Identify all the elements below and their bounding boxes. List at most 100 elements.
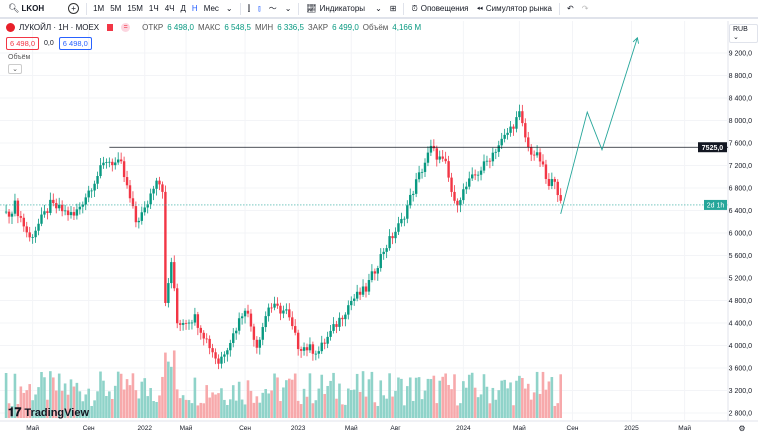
candle bbox=[532, 154, 536, 156]
candle bbox=[400, 218, 403, 224]
volume-bar bbox=[172, 350, 176, 418]
volume-bar bbox=[491, 387, 495, 418]
volume-bar bbox=[441, 376, 444, 418]
candles-icon[interactable]: ⫾ bbox=[258, 3, 261, 13]
candle bbox=[538, 152, 542, 162]
price-tick-label: 6 400,0 bbox=[729, 208, 752, 215]
candle bbox=[423, 162, 427, 172]
volume-bar bbox=[81, 401, 85, 418]
volume-bar bbox=[131, 373, 135, 418]
volume-bar bbox=[214, 394, 217, 418]
volume-bar bbox=[125, 379, 129, 418]
candle bbox=[379, 254, 382, 269]
symbol-search[interactable]: 🔍︎ LKOH bbox=[8, 3, 45, 13]
candle bbox=[167, 283, 170, 303]
volume-bar bbox=[290, 379, 294, 418]
volume-value: 4,166 M bbox=[392, 23, 422, 32]
candle bbox=[459, 200, 462, 206]
candle bbox=[178, 323, 182, 325]
candle bbox=[500, 138, 503, 146]
interval-0[interactable]: 1М bbox=[93, 4, 105, 13]
volume-bar bbox=[503, 379, 506, 418]
volume-bar bbox=[435, 403, 439, 418]
volume-bar bbox=[459, 403, 462, 418]
chart-type-dropdown[interactable]: ⌄ bbox=[284, 4, 292, 13]
line-chart-icon[interactable]: 〜 bbox=[268, 4, 277, 13]
countdown-label: 2d 1h bbox=[707, 203, 725, 210]
interval-6[interactable]: Н bbox=[191, 4, 198, 13]
candle bbox=[111, 161, 114, 166]
volume-bar bbox=[373, 402, 377, 418]
currency-select[interactable]: RUB ⌄ bbox=[729, 24, 758, 43]
interval-7[interactable]: Мес bbox=[203, 4, 219, 13]
buy-price[interactable]: 6 498,0 bbox=[58, 37, 92, 50]
volume-bar bbox=[494, 399, 498, 418]
price-chart[interactable]: 9 200,0 8 800,0 8 400,0 8 000,0 7 600,0 7 200… bbox=[0, 21, 758, 436]
volume-bar bbox=[234, 400, 238, 418]
candle bbox=[479, 170, 483, 175]
interval-4[interactable]: 4Ч bbox=[164, 4, 175, 13]
candle bbox=[317, 351, 320, 354]
layouts-icon[interactable]: ⊞ bbox=[389, 4, 397, 13]
volume-bar bbox=[296, 400, 300, 418]
candle bbox=[261, 327, 264, 340]
volume-bar bbox=[178, 398, 182, 418]
time-tick-label: Сен bbox=[83, 425, 95, 432]
candle bbox=[296, 332, 300, 350]
candle bbox=[285, 309, 288, 311]
interval-dropdown[interactable]: ⌄ bbox=[225, 4, 233, 13]
candle bbox=[559, 195, 562, 201]
volume-bar bbox=[447, 384, 450, 418]
flag-icon[interactable] bbox=[107, 24, 114, 31]
volume-bar bbox=[367, 379, 371, 418]
volume-bar bbox=[66, 394, 70, 418]
volume-bar bbox=[465, 387, 468, 418]
volume-bar bbox=[547, 381, 551, 418]
alerts-button[interactable]: ⏰︎ Оповещения bbox=[411, 3, 469, 14]
volume-bar bbox=[293, 373, 297, 418]
interval-3[interactable]: 1Ч bbox=[148, 4, 159, 13]
bar-style-icon[interactable]: ⫿ bbox=[247, 3, 251, 13]
compare-button[interactable]: + bbox=[64, 0, 83, 17]
candle bbox=[87, 190, 90, 198]
volume-bar bbox=[46, 399, 49, 418]
time-tick-label: Май bbox=[26, 424, 39, 432]
volume-bar bbox=[388, 373, 391, 418]
candle bbox=[16, 200, 20, 217]
collapse-button[interactable]: ⌄ bbox=[8, 64, 22, 74]
replay-button[interactable]: ⏪︎ Симулятор рынка bbox=[476, 3, 553, 14]
sell-price[interactable]: 6 498,0 bbox=[6, 37, 40, 50]
time-tick-label: Май bbox=[678, 424, 691, 432]
candle bbox=[388, 236, 391, 249]
settings-icon[interactable]: ⚙ bbox=[738, 424, 745, 433]
more-icon[interactable]: = bbox=[121, 23, 131, 32]
indicators-button[interactable]: 📈︎ Индикаторы ⌄ bbox=[306, 4, 382, 13]
interval-2[interactable]: 15М bbox=[127, 4, 143, 13]
candle bbox=[164, 191, 167, 303]
volume-bar bbox=[164, 352, 167, 418]
volume-bar bbox=[255, 396, 259, 418]
redo-icon[interactable]: ↷ bbox=[581, 4, 589, 13]
volume-bar bbox=[385, 398, 388, 418]
candle bbox=[211, 348, 214, 353]
undo-icon[interactable]: ↶ bbox=[567, 4, 574, 13]
candle bbox=[208, 338, 211, 349]
volume-bar bbox=[355, 373, 359, 418]
symbol-title[interactable]: ЛУКОЙЛ · 1Н · MOEX bbox=[19, 23, 100, 32]
candle bbox=[102, 162, 105, 166]
bid-ask: 6 498,0 0,0 6 498,0 bbox=[6, 37, 92, 50]
interval-1[interactable]: 5М bbox=[110, 4, 122, 13]
volume-bar bbox=[376, 405, 380, 418]
candle bbox=[190, 322, 194, 324]
volume-bar bbox=[25, 390, 29, 418]
volume-bar bbox=[34, 394, 37, 418]
volume-bar bbox=[49, 371, 52, 418]
candle bbox=[25, 226, 28, 233]
volume-bar bbox=[37, 387, 40, 418]
candle bbox=[447, 161, 450, 178]
volume-bar bbox=[84, 394, 88, 418]
interval-5[interactable]: Д bbox=[180, 4, 186, 13]
candle bbox=[49, 199, 52, 213]
volume-bar bbox=[184, 399, 188, 418]
candle bbox=[134, 206, 138, 223]
